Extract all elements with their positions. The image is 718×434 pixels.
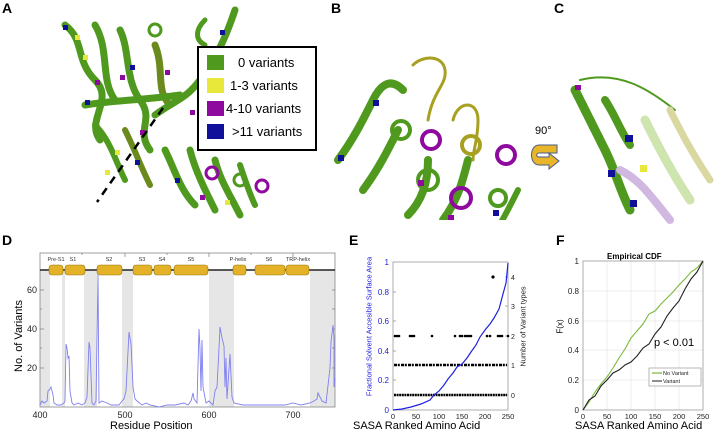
chart-d-domain-labels: Pre-S1 S1 S2 S3 S4 S5 P-helix S6 TRP-hel… (47, 257, 310, 263)
svg-text:0: 0 (391, 412, 395, 421)
rotation-arrow-icon (531, 144, 560, 170)
svg-text:TRP-helix: TRP-helix (286, 257, 310, 263)
chart-d-xtick-700: 700 (285, 410, 300, 420)
chart-d-xlabel: Residue Position (110, 420, 193, 432)
svg-text:0.2: 0.2 (568, 376, 580, 385)
svg-text:50: 50 (412, 412, 420, 421)
svg-text:50: 50 (603, 412, 611, 421)
variant-color-legend: 0 variants 1-3 variants 4-10 variants >1… (197, 46, 317, 151)
svg-text:2: 2 (511, 334, 515, 341)
legend-swatch-purple (207, 101, 224, 116)
svg-text:20: 20 (27, 363, 37, 373)
chart-e-xlabel: SASA Ranked Amino Acid (353, 420, 481, 432)
chart-f-series-variant (582, 260, 704, 411)
chart-e-ylabel-left: Fractional Solvent Accesible Surface Are… (364, 256, 374, 397)
domain-divider-line (95, 107, 165, 203)
legend-swatch-blue (207, 124, 224, 139)
svg-text:60: 60 (27, 285, 37, 295)
svg-text:0.8: 0.8 (378, 288, 390, 297)
chart-d-domain-cylinders (48, 264, 310, 276)
chart-e-point-4 (491, 275, 495, 279)
chart-d-shaded-regions (40, 270, 335, 407)
svg-text:40: 40 (27, 324, 37, 334)
chart-f-xlabel: SASA Ranked Amino Acid (575, 420, 703, 432)
svg-text:0.6: 0.6 (568, 317, 580, 326)
svg-text:S1: S1 (70, 257, 77, 263)
svg-text:0.6: 0.6 (378, 317, 390, 326)
protein-structure-b (334, 56, 521, 220)
svg-text:150: 150 (456, 412, 469, 421)
svg-text:100: 100 (625, 412, 638, 421)
svg-text:0: 0 (575, 406, 580, 415)
legend-item-0-variants: 0 variants (207, 54, 294, 71)
legend-swatch-yellow (207, 78, 224, 93)
svg-text:1: 1 (385, 258, 390, 267)
svg-text:P-helix: P-helix (230, 257, 247, 263)
svg-text:S2: S2 (106, 257, 113, 263)
panel-label-c: C (554, 0, 565, 16)
chart-f-pvalue-annotation: p < 0.01 (654, 337, 695, 349)
svg-text:200: 200 (479, 412, 492, 421)
chart-f-title: Empirical CDF (607, 252, 662, 261)
svg-text:0.4: 0.4 (568, 346, 580, 355)
svg-text:0.4: 0.4 (378, 347, 390, 356)
svg-text:1: 1 (575, 257, 580, 266)
svg-text:1: 1 (511, 363, 515, 370)
svg-text:100: 100 (433, 412, 446, 421)
svg-text:250: 250 (502, 412, 515, 421)
svg-text:0.2: 0.2 (378, 376, 390, 385)
chart-f-empirical-cdf: 0 0.2 0.4 0.6 0.8 1 0 50 100 150 200 250… (568, 257, 710, 421)
svg-text:0.8: 0.8 (568, 287, 580, 296)
chart-f-series-no-variant (582, 260, 704, 411)
svg-text:0: 0 (581, 412, 585, 421)
legend-swatch-green (207, 55, 224, 70)
svg-text:S6: S6 (266, 257, 273, 263)
chart-e-sasa-ranked: 0 0.2 0.4 0.6 0.8 1 0 1 2 3 4 0 50 100 1… (378, 258, 515, 421)
panel-label-d: D (2, 232, 13, 248)
panel-label-a: A (2, 0, 13, 16)
legend-item-1-3-variants: 1-3 variants (207, 77, 298, 94)
chart-f-legend-variant: Variant (663, 379, 680, 385)
svg-text:S3: S3 (139, 257, 146, 263)
chart-f-legend-no-variant: No Variant (663, 371, 689, 377)
svg-text:Pre-S1: Pre-S1 (47, 257, 64, 263)
svg-text:4: 4 (511, 275, 515, 282)
legend-item-over-11-variants: >11 variants (207, 123, 302, 140)
chart-d-ylabel: No. of Variants (13, 300, 25, 372)
svg-text:200: 200 (673, 412, 686, 421)
panel-label-f: F (556, 232, 565, 248)
svg-text:3: 3 (511, 304, 515, 311)
panel-label-b: B (331, 0, 342, 16)
legend-item-4-10-variants: 4-10 variants (207, 100, 301, 117)
svg-text:0: 0 (511, 393, 515, 400)
chart-d-xtick-500: 500 (117, 410, 132, 420)
svg-text:0: 0 (385, 406, 390, 415)
svg-text:250: 250 (697, 412, 710, 421)
svg-text:150: 150 (649, 412, 662, 421)
chart-d-xtick-400: 400 (32, 410, 47, 420)
svg-text:S4: S4 (159, 257, 166, 263)
panel-label-e: E (349, 232, 359, 248)
chart-f-ylabel: F(x) (555, 319, 565, 334)
chart-e-row-2 (393, 334, 510, 338)
svg-text:S5: S5 (188, 257, 195, 263)
chart-d-variants-by-residue: Pre-S1 S1 S2 S3 S4 S5 P-helix S6 TRP-hel… (27, 252, 336, 420)
rotation-label: 90° (535, 125, 552, 137)
chart-d-xtick-600: 600 (201, 410, 216, 420)
protein-structure-c (570, 76, 714, 224)
